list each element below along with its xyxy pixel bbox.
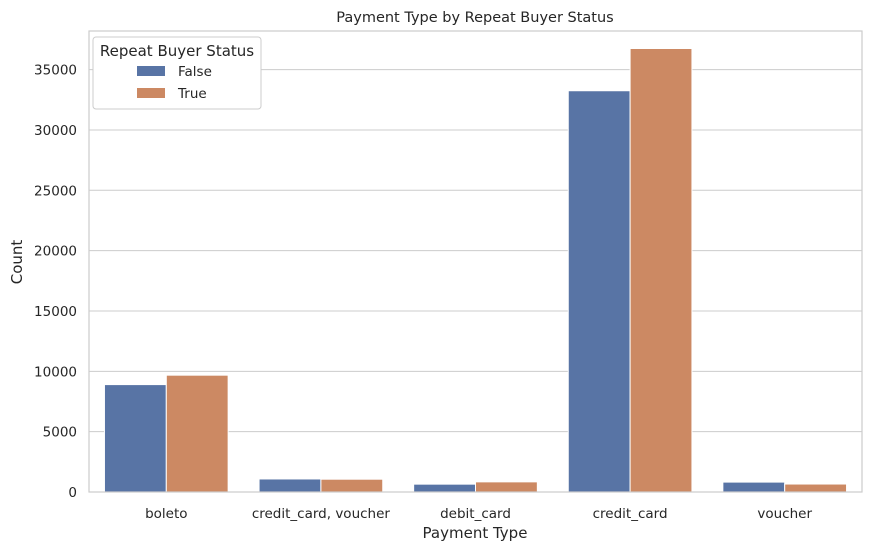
y-tick-label: 30000 bbox=[34, 123, 77, 139]
plot-area-frame bbox=[88, 30, 863, 493]
bar-true bbox=[320, 478, 384, 493]
y-tick-labels: 0 5000 10000 15000 20000 25000 30000 35000 bbox=[34, 63, 77, 501]
bar-false bbox=[413, 483, 477, 493]
legend: Repeat Buyer Status False True bbox=[92, 36, 262, 110]
legend-label-true: True bbox=[177, 86, 207, 102]
bar-false bbox=[258, 478, 322, 493]
bar-true bbox=[475, 481, 538, 493]
bar-true bbox=[629, 47, 693, 493]
bars bbox=[103, 47, 848, 493]
bar-false bbox=[103, 384, 167, 493]
legend-title: Repeat Buyer Status bbox=[100, 42, 254, 60]
bar-true bbox=[784, 483, 848, 493]
y-tick-label: 25000 bbox=[34, 183, 77, 199]
legend-label-false: False bbox=[178, 64, 212, 80]
x-tick-label: debit_card bbox=[440, 506, 511, 522]
y-tick-label: 5000 bbox=[43, 425, 77, 441]
x-tick-labels: boleto credit_card, voucher debit_card cred… bbox=[145, 506, 812, 522]
x-axis-label: Payment Type bbox=[423, 524, 528, 542]
y-axis-label: Count bbox=[8, 240, 26, 285]
x-tick-label: credit_card bbox=[593, 506, 668, 522]
y-tick-label: 15000 bbox=[34, 304, 77, 320]
bar-true bbox=[165, 374, 229, 493]
y-tick-label: 10000 bbox=[34, 364, 77, 380]
bar-false bbox=[722, 481, 786, 493]
legend-swatch-true bbox=[137, 88, 165, 98]
x-tick-label: boleto bbox=[145, 506, 187, 522]
y-tick-label: 20000 bbox=[34, 244, 77, 260]
legend-swatch-false bbox=[137, 66, 165, 76]
bar-false bbox=[567, 90, 631, 493]
x-tick-label: voucher bbox=[757, 506, 812, 522]
y-tick-label: 0 bbox=[68, 485, 77, 501]
legend-box bbox=[92, 36, 262, 110]
x-tick-label: credit_card, voucher bbox=[252, 506, 391, 522]
chart-title: Payment Type by Repeat Buyer Status bbox=[336, 10, 613, 26]
y-tick-label: 35000 bbox=[34, 63, 77, 79]
